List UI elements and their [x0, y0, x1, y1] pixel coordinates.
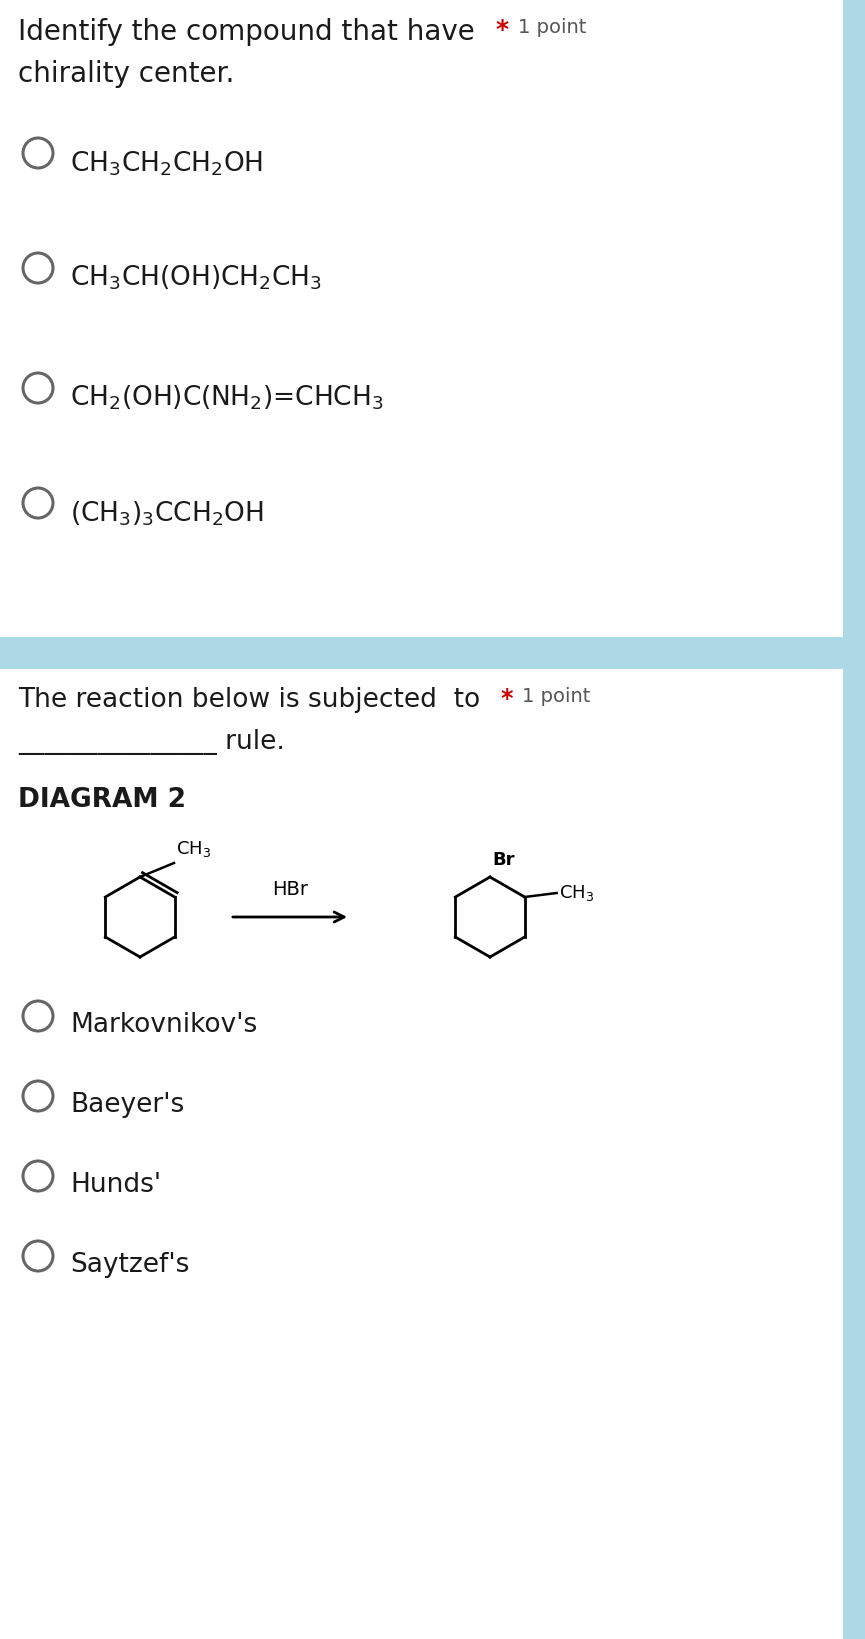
FancyBboxPatch shape — [0, 669, 843, 1639]
Text: 1 point: 1 point — [522, 687, 591, 706]
Text: *: * — [496, 18, 509, 43]
FancyBboxPatch shape — [0, 0, 843, 639]
FancyBboxPatch shape — [843, 0, 865, 1639]
Text: (CH$_3$)$_3$CCH$_2$OH: (CH$_3$)$_3$CCH$_2$OH — [70, 498, 264, 528]
Text: HBr: HBr — [272, 880, 308, 900]
Text: CH$_3$: CH$_3$ — [559, 883, 594, 903]
Text: Markovnikov's: Markovnikov's — [70, 1011, 257, 1037]
Text: CH$_3$CH$_2$CH$_2$OH: CH$_3$CH$_2$CH$_2$OH — [70, 149, 263, 177]
Text: Hunds': Hunds' — [70, 1172, 161, 1198]
Text: Br: Br — [492, 851, 515, 869]
Text: CH$_3$CH(OH)CH$_2$CH$_3$: CH$_3$CH(OH)CH$_2$CH$_3$ — [70, 264, 322, 292]
Text: 1 point: 1 point — [518, 18, 586, 38]
Text: *: * — [500, 687, 512, 711]
Text: The reaction below is subjected  to: The reaction below is subjected to — [18, 687, 480, 713]
Text: Baeyer's: Baeyer's — [70, 1092, 184, 1118]
Text: Saytzef's: Saytzef's — [70, 1252, 189, 1278]
FancyBboxPatch shape — [0, 638, 865, 669]
Text: DIAGRAM 2: DIAGRAM 2 — [18, 787, 186, 813]
Text: chirality center.: chirality center. — [18, 61, 234, 89]
Text: CH$_2$(OH)C(NH$_2$)=CHCH$_3$: CH$_2$(OH)C(NH$_2$)=CHCH$_3$ — [70, 384, 383, 413]
Text: _______________ rule.: _______________ rule. — [18, 729, 285, 756]
Text: CH$_3$: CH$_3$ — [176, 839, 211, 859]
Text: Identify the compound that have: Identify the compound that have — [18, 18, 475, 46]
